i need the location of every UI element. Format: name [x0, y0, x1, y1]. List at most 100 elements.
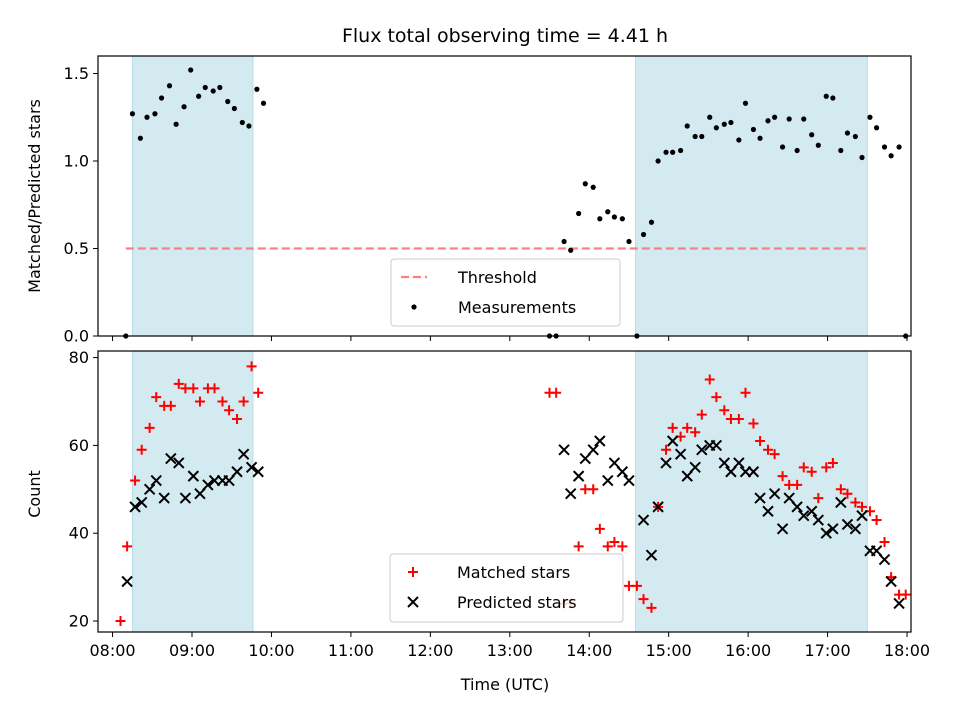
legend-predicted-swatch [407, 596, 419, 608]
predicted-star-point [689, 461, 701, 474]
measurement-point [859, 154, 865, 161]
predicted-star-point [143, 483, 156, 496]
measurement-point [779, 144, 786, 150]
measurement-point [626, 238, 632, 245]
predicted-star-point [579, 452, 591, 465]
bottom-x-axis-label: Time (UTC) [460, 675, 549, 694]
measurement-point [765, 118, 771, 124]
matched-star-point [900, 589, 911, 600]
matched-star-point [144, 422, 155, 433]
measurement-point [670, 149, 676, 155]
x-tick-label: 10:00 [248, 641, 294, 660]
predicted-star-point [754, 492, 766, 504]
predicted-star-point [558, 444, 570, 456]
legend-label: Threshold [457, 268, 537, 287]
predicted-star-point [878, 553, 891, 566]
matched-star-point [704, 374, 715, 385]
measurement-point [801, 116, 807, 122]
matched-star-point [238, 396, 249, 407]
matched-star-point [573, 541, 584, 552]
matched-star-point [173, 378, 184, 389]
x-tick-label: 16:00 [725, 641, 771, 660]
measurement-point [561, 238, 567, 245]
matched-star-point [696, 409, 707, 420]
predicted-star-point [885, 575, 897, 588]
predicted-star-point [252, 466, 264, 478]
measurement-point [225, 98, 231, 105]
measurement-point [707, 114, 713, 120]
measurement-point [721, 121, 727, 127]
axes-frame [97, 350, 912, 633]
matched-star-point [122, 541, 133, 552]
y-tick-label: 0.5 [64, 239, 89, 258]
measurement-point [742, 100, 749, 106]
predicted-star-point [608, 457, 621, 469]
observing-interval [635, 55, 868, 337]
matched-star-point [130, 475, 141, 486]
predicted-star-point [121, 575, 133, 588]
measurement-point [867, 114, 873, 120]
matched-star-point [792, 479, 803, 490]
measurement-point [648, 219, 655, 225]
predicted-star-point [696, 444, 708, 456]
x-tick-label: 11:00 [328, 641, 374, 660]
measurement-point [188, 67, 194, 73]
matched-star-point [842, 488, 853, 499]
matched-star-point [806, 466, 817, 477]
measurement-point [137, 135, 143, 141]
predicted-star-point [870, 545, 883, 557]
matched-star-point [755, 436, 766, 447]
matched-star-point [217, 396, 228, 407]
y-tick-label: 1.0 [64, 152, 89, 171]
measurement-point [246, 123, 252, 129]
measurement-point [254, 86, 260, 92]
predicted-star-point [725, 466, 737, 478]
y-tick-label: 60 [69, 436, 89, 455]
measurement-point [786, 116, 792, 122]
predicted-star-point [194, 487, 206, 500]
measurement-point [640, 231, 647, 238]
measurement-point [815, 142, 821, 148]
measurement-point [736, 137, 742, 143]
measurement-point [152, 111, 158, 117]
matched-star-point [827, 457, 838, 468]
predicted-star-point [660, 457, 672, 469]
legend-label: Measurements [458, 298, 576, 317]
y-tick-label: 1.5 [64, 64, 89, 83]
matched-star-point [638, 594, 649, 605]
matched-star-point [769, 449, 780, 460]
measurement-point [699, 133, 705, 140]
matched-star-point [711, 392, 722, 403]
measurement-point [568, 247, 574, 253]
measurement-point [605, 209, 611, 215]
predicted-star-point [820, 527, 832, 539]
observing-interval [131, 55, 254, 337]
predicted-star-point [805, 505, 818, 517]
predicted-star-point [841, 518, 854, 531]
matched-star-point [551, 387, 562, 398]
measurement-point [881, 144, 888, 150]
predicted-star-point [572, 470, 585, 482]
measurement-point [713, 125, 719, 131]
measurement-point [181, 104, 187, 110]
legend-label: Matched stars [457, 563, 570, 582]
predicted-star-point [173, 457, 185, 469]
measurement-point [144, 114, 150, 120]
measurement-point [166, 83, 173, 89]
legend: Threshold Measurements [390, 258, 621, 327]
measurement-point [692, 133, 698, 140]
matched-star-point [115, 616, 126, 627]
measurement-point [830, 95, 836, 101]
measurement-point [597, 216, 603, 222]
matched-star-point [762, 444, 773, 455]
predicted-star-point [179, 492, 192, 504]
matched-star-point [246, 361, 257, 372]
measurement-point [809, 132, 815, 138]
measurement-point [838, 147, 844, 154]
measurement-point [158, 95, 165, 101]
predicted-star-point [587, 444, 599, 456]
measurement-point [888, 153, 894, 159]
measurement-point [260, 100, 267, 106]
predicted-star-point [245, 461, 258, 474]
